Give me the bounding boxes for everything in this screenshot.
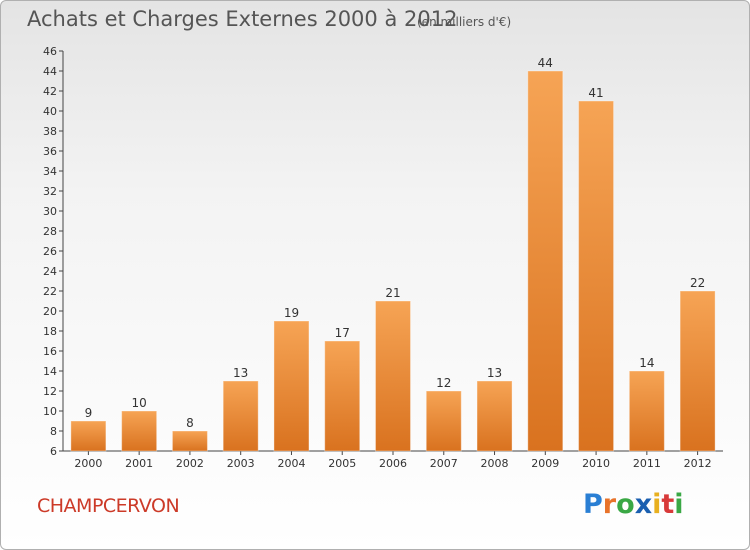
y-tick-label: 44 xyxy=(43,65,57,78)
data-label: 10 xyxy=(132,396,147,410)
data-label: 19 xyxy=(284,306,299,320)
bar xyxy=(324,340,361,452)
x-tick-label: 2010 xyxy=(582,457,610,470)
y-tick-label: 12 xyxy=(43,385,57,398)
commune-name: CHAMPCERVON xyxy=(37,495,180,517)
y-tick-label: 6 xyxy=(50,445,57,458)
x-tick-label: 2004 xyxy=(277,457,305,470)
bar xyxy=(222,380,259,452)
bar xyxy=(273,320,310,452)
y-tick-label: 30 xyxy=(43,205,57,218)
bar xyxy=(375,300,411,452)
unit-note: (en milliers d'€) xyxy=(417,15,512,29)
y-tick-label: 16 xyxy=(43,345,57,358)
x-tick-label: 2003 xyxy=(227,457,255,470)
data-label: 22 xyxy=(690,276,705,290)
bar xyxy=(425,390,462,452)
labels: 2000 9 2001 10 2002 8 2003 13 2004 19 2005 17 2006 21… xyxy=(74,56,711,470)
proxiti-logo[interactable]: Proxiti xyxy=(583,489,684,520)
data-label: 44 xyxy=(538,56,553,70)
data-label: 13 xyxy=(233,366,248,380)
y-tick-label: 24 xyxy=(43,265,57,278)
logo-letter: x xyxy=(634,489,653,520)
bar xyxy=(171,430,208,452)
x-tick-label: 2011 xyxy=(633,457,661,470)
axes: 6 8 10 12 14 16 18 20 22 24 26 28 30 32 34 36 38 40 42 44 46 xyxy=(43,45,723,458)
y-tick-label: 40 xyxy=(43,105,57,118)
y-tick-label: 14 xyxy=(43,365,57,378)
x-tick-label: 2006 xyxy=(379,457,407,470)
y-tick-label: 20 xyxy=(43,305,57,318)
y-tick-label: 8 xyxy=(50,425,57,438)
logo-letter: r xyxy=(602,489,617,520)
bars xyxy=(70,70,716,452)
y-tick-label: 46 xyxy=(43,45,57,58)
logo-letter: P xyxy=(583,489,603,520)
y-tick-label: 42 xyxy=(43,85,57,98)
logo-letter: i xyxy=(652,489,662,520)
x-tick-label: 2001 xyxy=(125,457,153,470)
x-tick-label: 2000 xyxy=(74,457,102,470)
x-tick-label: 2009 xyxy=(531,457,559,470)
data-label: 14 xyxy=(639,356,654,370)
bar xyxy=(527,70,564,452)
bar xyxy=(578,100,615,452)
chart-title: Achats et Charges Externes 2000 à 2012 xyxy=(27,7,458,31)
bar xyxy=(679,290,716,452)
data-label: 9 xyxy=(85,406,93,420)
data-label: 17 xyxy=(335,326,350,340)
y-tick-label: 38 xyxy=(43,125,57,138)
bar xyxy=(121,410,158,452)
data-label: 13 xyxy=(487,366,502,380)
x-tick-label: 2002 xyxy=(176,457,204,470)
y-tick-label: 10 xyxy=(43,405,57,418)
data-label: 12 xyxy=(436,376,451,390)
x-tick-label: 2008 xyxy=(481,457,509,470)
y-tick-label: 34 xyxy=(43,165,57,178)
y-tick-label: 18 xyxy=(43,325,57,338)
bar xyxy=(70,420,107,452)
y-tick-label: 32 xyxy=(43,185,57,198)
data-label: 8 xyxy=(186,416,194,430)
logo-letter: i xyxy=(674,489,684,520)
data-label: 41 xyxy=(588,86,603,100)
y-tick-label: 26 xyxy=(43,245,57,258)
bar xyxy=(628,370,665,452)
x-tick-label: 2007 xyxy=(430,457,458,470)
data-label: 21 xyxy=(385,286,400,300)
logo-letter: o xyxy=(616,489,635,520)
bar xyxy=(476,380,513,452)
logo-letter: t xyxy=(661,489,675,520)
y-tick-label: 22 xyxy=(43,285,57,298)
x-tick-label: 2012 xyxy=(684,457,712,470)
y-tick-label: 36 xyxy=(43,145,57,158)
x-tick-label: 2005 xyxy=(328,457,356,470)
y-tick-label: 28 xyxy=(43,225,57,238)
